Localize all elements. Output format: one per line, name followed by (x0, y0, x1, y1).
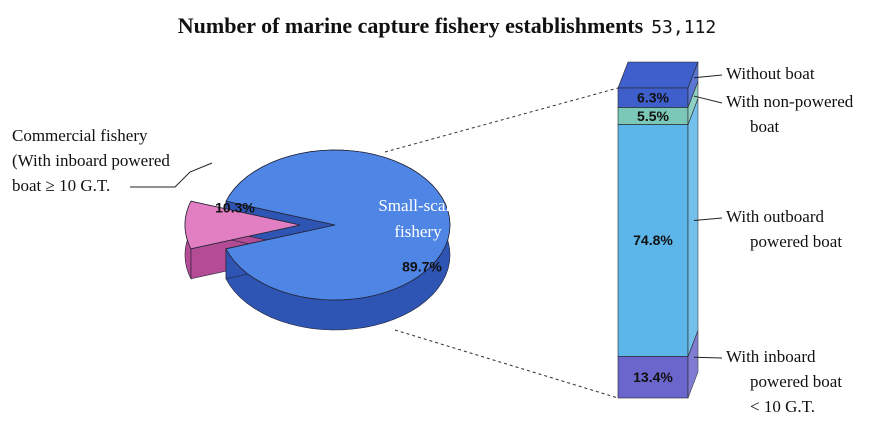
total-text: 53,112 (651, 17, 716, 38)
legend-label: < 10 G.T. (750, 397, 815, 416)
value-label: 6.3% (637, 89, 669, 105)
slice (184, 200, 301, 250)
connector (384, 87, 619, 153)
category-label: fishery (394, 222, 442, 241)
legend-label: With outboard (726, 207, 824, 226)
chart-title: Number of marine capture fishery establi… (178, 13, 716, 38)
legend-label: powered boat (750, 232, 842, 251)
category-label: (With inboard powered (12, 151, 170, 170)
value-label: 10.3% (215, 200, 255, 216)
value-label: 74.8% (633, 232, 673, 248)
bar-top (617, 61, 699, 89)
category-label: Small-scale (378, 196, 457, 215)
legend-label: Without boat (726, 64, 815, 83)
leader (693, 356, 723, 359)
leader (693, 74, 723, 79)
bar-side (687, 98, 699, 357)
leader (693, 95, 723, 104)
legend-label: With non-powered (726, 92, 854, 111)
connector (394, 329, 619, 399)
value-label: 13.4% (633, 369, 673, 385)
leader (130, 162, 213, 188)
legend-label: With inboard (726, 347, 816, 366)
title-text: Number of marine capture fishery establi… (178, 13, 644, 38)
category-label: boat ≥ 10 G.T. (12, 176, 110, 195)
legend-label: boat (750, 117, 780, 136)
bar-side (687, 330, 699, 399)
value-label: 89.7% (402, 259, 442, 275)
bar-segment (617, 124, 689, 357)
category-label: Commercial fishery (12, 126, 148, 145)
leader (693, 217, 723, 222)
slice (225, 149, 451, 301)
value-label: 5.5% (637, 108, 669, 124)
legend-label: powered boat (750, 372, 842, 391)
